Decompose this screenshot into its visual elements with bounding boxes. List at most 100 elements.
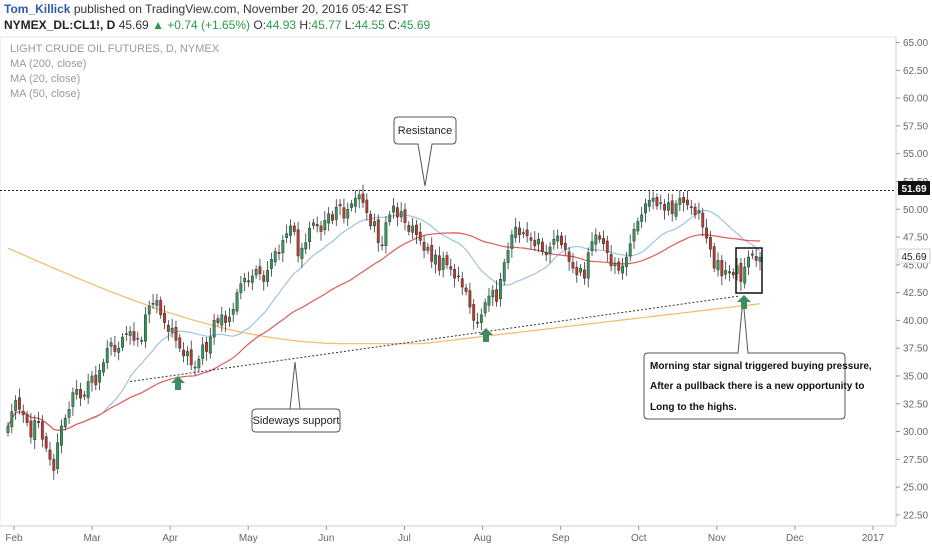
candle	[613, 257, 617, 274]
candle-down	[224, 315, 228, 323]
candle	[315, 216, 319, 233]
candle-up	[102, 362, 105, 373]
candle	[6, 422, 10, 437]
candle-up	[506, 250, 510, 263]
candle	[621, 258, 625, 280]
candle	[193, 360, 197, 376]
candle	[659, 194, 663, 210]
candle	[636, 217, 640, 235]
candle	[487, 288, 491, 312]
candle-down	[670, 200, 674, 214]
candle	[705, 218, 708, 244]
candle-up	[90, 375, 94, 383]
candle	[689, 200, 693, 215]
candle-up	[266, 270, 270, 282]
candle	[350, 199, 353, 212]
candle-up	[124, 333, 128, 335]
candle-up	[716, 260, 720, 271]
chart-title: LIGHT CRUDE OIL FUTURES, D, NYMEX	[10, 43, 220, 55]
candle	[720, 255, 724, 286]
candle-down	[712, 246, 716, 269]
candle-up	[502, 262, 506, 282]
candle	[79, 382, 82, 407]
candle	[300, 242, 304, 268]
candle	[644, 198, 647, 223]
candle	[403, 203, 407, 231]
candle-up	[758, 256, 762, 262]
candle-down	[29, 420, 33, 438]
candle	[311, 218, 315, 230]
candle	[392, 198, 395, 219]
candle	[357, 189, 361, 209]
candle-up	[136, 337, 140, 340]
candle	[544, 244, 548, 262]
candle	[380, 235, 384, 251]
candle-up	[308, 227, 311, 242]
candle-up	[514, 226, 518, 238]
support-trendline	[129, 295, 741, 383]
candle-down	[468, 290, 472, 308]
moving-averages	[7, 209, 761, 431]
candle	[346, 202, 350, 227]
time-tick-label: Nov	[708, 533, 726, 544]
candle	[159, 296, 163, 319]
candle	[598, 231, 602, 244]
candle	[29, 412, 33, 444]
candle	[495, 280, 499, 307]
candle-down	[315, 224, 319, 227]
candle	[701, 207, 705, 237]
candle	[430, 237, 434, 269]
candle	[640, 206, 644, 229]
candle-up	[640, 214, 644, 222]
candle-down	[163, 312, 166, 323]
candle	[445, 251, 449, 269]
candle	[21, 404, 25, 423]
candle-down	[655, 197, 659, 207]
candle	[182, 342, 186, 363]
candle-down	[79, 389, 82, 399]
candle-down	[617, 261, 621, 271]
candle-up	[697, 210, 701, 214]
candle	[376, 214, 380, 252]
buy-arrow-icon	[171, 376, 185, 390]
candle-up	[491, 290, 495, 298]
candle-down	[361, 193, 365, 203]
candle	[449, 258, 453, 276]
candle-down	[21, 410, 25, 416]
candle-down	[567, 251, 571, 262]
ohlc-close-label: C:	[388, 18, 401, 32]
price-tick-label: 57.50	[903, 121, 928, 132]
candle	[10, 403, 14, 434]
support-callout: Sideways support	[251, 361, 341, 433]
candle-down	[407, 225, 411, 232]
candle-up	[235, 292, 239, 312]
candle-down	[598, 235, 602, 240]
candle-up	[487, 295, 491, 306]
candle	[37, 412, 40, 428]
candle-up	[548, 246, 552, 255]
candle-up	[392, 205, 395, 213]
candle	[567, 246, 571, 271]
symbol-label[interactable]: NYMEX_DL:CL1!, D	[4, 18, 116, 32]
candle	[674, 199, 678, 221]
candle-down	[216, 318, 220, 323]
price-tick-label: 65.00	[903, 38, 928, 49]
candle	[594, 228, 598, 253]
author-link[interactable]: Tom_Killick	[4, 2, 71, 16]
candle-down	[453, 269, 457, 279]
candle-up	[63, 417, 67, 428]
candle	[724, 261, 728, 280]
candle	[40, 415, 44, 448]
candle	[178, 333, 182, 353]
candle	[216, 314, 220, 327]
candle	[308, 221, 311, 250]
ohlc-high-label: H:	[299, 18, 312, 32]
candle	[327, 207, 331, 231]
ohlc-low-value: 44.55	[354, 18, 385, 32]
candle-down	[258, 266, 262, 274]
candle	[743, 257, 747, 289]
price-tick-label: 55.00	[903, 149, 928, 160]
candle-down	[418, 231, 422, 241]
candle-down	[575, 267, 579, 276]
